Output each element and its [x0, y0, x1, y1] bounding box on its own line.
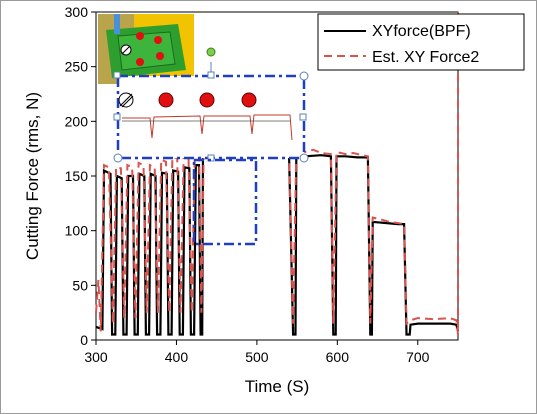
inset-zoom-overlay [113, 47, 309, 163]
legend: XYforce(BPF) Est. XY Force2 [317, 13, 525, 71]
x-tick-label: 700 [406, 349, 430, 365]
x-tick-label: 400 [165, 349, 189, 365]
y-tick-label: 150 [65, 168, 89, 184]
x-axis-label: Time (S) [245, 377, 310, 396]
x-tick-label: 500 [245, 349, 269, 365]
axes-layer: 300 400 500 600 700 0 50 100 150 200 250 300 [65, 4, 430, 365]
zoom-region-box [192, 158, 258, 246]
x-tick-label: 300 [84, 349, 108, 365]
y-tick-label: 200 [65, 113, 89, 129]
series-layer [95, 12, 460, 336]
legend-label-series-2: Est. XY Force2 [372, 49, 479, 66]
y-tick-label: 300 [65, 4, 89, 20]
y-tick-label: 0 [80, 332, 88, 348]
y-tick-label: 250 [65, 59, 89, 75]
x-tick-label: 600 [326, 349, 350, 365]
legend-label-series-1: XYforce(BPF) [372, 23, 471, 40]
series-line-2 [95, 12, 459, 335]
y-tick-label: 100 [65, 223, 89, 239]
inset-workpiece-image [98, 14, 194, 84]
y-axis-label: Cutting Force (rms, N) [23, 92, 42, 260]
y-tick-label: 50 [72, 277, 88, 293]
